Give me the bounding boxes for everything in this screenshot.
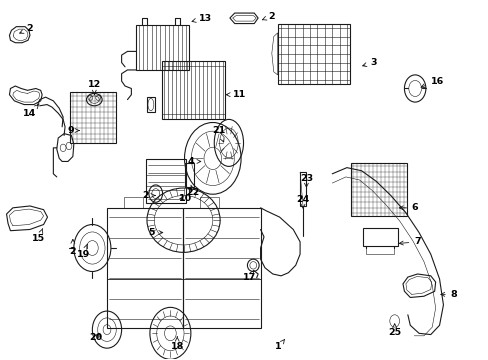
Text: 6: 6 (399, 203, 418, 212)
Text: 12: 12 (87, 80, 101, 94)
Text: 17: 17 (242, 270, 256, 282)
Bar (147, 96, 155, 112)
Bar (146, 159, 185, 203)
Text: 4: 4 (187, 157, 201, 166)
Text: 25: 25 (387, 324, 401, 337)
Bar (300, 172, 305, 206)
Bar (107, 208, 182, 328)
Bar (362, 228, 397, 246)
Text: 10: 10 (178, 194, 191, 203)
Text: 14: 14 (23, 104, 39, 118)
Text: 20: 20 (89, 333, 102, 342)
Text: 9: 9 (67, 126, 79, 135)
Text: 7: 7 (399, 237, 420, 246)
Text: 16: 16 (420, 77, 443, 87)
Bar (199, 197, 219, 208)
Text: 1: 1 (275, 339, 284, 351)
Text: 3: 3 (362, 58, 376, 67)
Bar (277, 23, 349, 84)
Text: 2: 2 (20, 24, 33, 33)
Bar (184, 163, 193, 188)
Text: 2: 2 (262, 12, 274, 21)
Bar (182, 208, 260, 328)
Text: 15: 15 (32, 229, 45, 243)
Text: 23: 23 (299, 174, 312, 187)
Text: 18: 18 (170, 337, 183, 351)
Bar (366, 246, 393, 254)
Text: 21: 21 (212, 126, 225, 142)
Bar (70, 92, 116, 143)
Text: 22: 22 (186, 185, 200, 197)
Text: 2: 2 (142, 191, 155, 200)
Text: 11: 11 (226, 90, 246, 99)
Text: 24: 24 (296, 195, 309, 208)
Bar (136, 26, 188, 70)
Text: 19: 19 (77, 244, 90, 259)
Bar (350, 163, 406, 216)
Text: 2: 2 (69, 239, 76, 256)
Bar (123, 197, 143, 208)
Bar (161, 61, 224, 120)
Text: 5: 5 (148, 228, 163, 237)
Text: 8: 8 (440, 290, 457, 299)
Text: 13: 13 (192, 14, 212, 23)
